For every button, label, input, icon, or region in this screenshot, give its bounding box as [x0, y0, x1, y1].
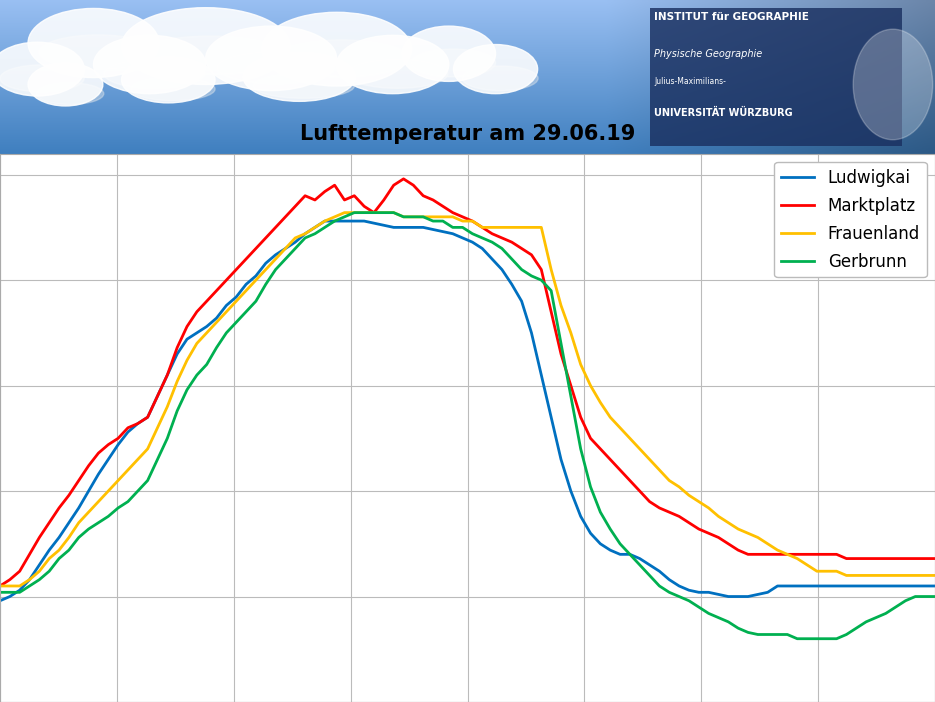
Ellipse shape — [0, 42, 84, 96]
Marktplatz — [408, 181, 419, 190]
Frauenland — [860, 571, 871, 580]
Gerbrunn — [506, 255, 517, 263]
Marktplatz — [860, 555, 871, 563]
Ludwigkai — [122, 428, 134, 436]
Ludwigkai — [477, 244, 488, 253]
Ellipse shape — [411, 49, 496, 77]
Gerbrunn — [870, 614, 882, 622]
Ellipse shape — [36, 83, 104, 105]
Marktplatz — [0, 582, 6, 590]
Frauenland — [0, 582, 6, 590]
Line: Ludwigkai: Ludwigkai — [0, 221, 935, 601]
Frauenland — [260, 265, 271, 274]
Marktplatz — [506, 238, 517, 246]
Ellipse shape — [28, 8, 159, 77]
Gerbrunn — [122, 498, 134, 506]
Ludwigkai — [506, 280, 517, 289]
Marktplatz — [477, 223, 488, 232]
Ludwigkai — [0, 597, 6, 605]
Marktplatz — [260, 234, 271, 242]
Line: Frauenland: Frauenland — [0, 213, 935, 586]
Marktplatz — [929, 555, 935, 563]
Ellipse shape — [463, 66, 539, 91]
Ellipse shape — [122, 57, 215, 103]
Ellipse shape — [206, 26, 337, 91]
Ellipse shape — [274, 40, 409, 77]
Frauenland — [929, 571, 935, 580]
Ellipse shape — [135, 36, 286, 74]
Ludwigkai — [319, 217, 330, 225]
Text: UNIVERSITÄT WÜRZBURG: UNIVERSITÄT WÜRZBURG — [654, 107, 793, 117]
Legend: Ludwigkai, Marktplatz, Frauenland, Gerbrunn: Ludwigkai, Marktplatz, Frauenland, Gerbr… — [774, 162, 927, 277]
Ellipse shape — [131, 77, 215, 100]
Ellipse shape — [253, 74, 354, 98]
Ellipse shape — [453, 44, 538, 93]
Frauenland — [506, 223, 517, 232]
Ludwigkai — [260, 259, 271, 267]
Text: Physische Geographie: Physische Geographie — [654, 49, 763, 59]
Marktplatz — [122, 423, 134, 432]
FancyBboxPatch shape — [650, 8, 902, 146]
Ellipse shape — [243, 52, 355, 101]
Ellipse shape — [217, 51, 335, 84]
Ludwigkai — [408, 223, 419, 232]
Gerbrunn — [792, 635, 803, 643]
Ellipse shape — [28, 63, 103, 106]
Marktplatz — [398, 175, 410, 183]
Ludwigkai — [929, 582, 935, 590]
Gerbrunn — [929, 592, 935, 601]
Text: Julius-Maximilians-: Julius-Maximilians- — [654, 77, 726, 86]
Ellipse shape — [0, 65, 84, 92]
Ellipse shape — [104, 59, 205, 88]
Gerbrunn — [349, 208, 360, 217]
Ellipse shape — [262, 12, 411, 86]
Ludwigkai — [860, 582, 871, 590]
Line: Marktplatz: Marktplatz — [0, 179, 935, 586]
Ellipse shape — [337, 35, 449, 93]
Frauenland — [122, 465, 134, 474]
Text: INSTITUT für GEOGRAPHIE: INSTITUT für GEOGRAPHIE — [654, 12, 810, 22]
Frauenland — [338, 208, 350, 217]
Ellipse shape — [39, 35, 157, 69]
Gerbrunn — [477, 234, 488, 242]
Gerbrunn — [260, 280, 271, 289]
Ellipse shape — [94, 35, 206, 93]
Gerbrunn — [0, 588, 6, 597]
Ellipse shape — [853, 29, 932, 140]
Frauenland — [408, 213, 419, 221]
Ellipse shape — [402, 26, 496, 81]
Ellipse shape — [347, 59, 448, 88]
Gerbrunn — [408, 213, 419, 221]
Line: Gerbrunn: Gerbrunn — [0, 213, 935, 639]
Ellipse shape — [122, 8, 290, 84]
Title: Lufttemperatur am 29.06.19: Lufttemperatur am 29.06.19 — [300, 124, 635, 144]
Frauenland — [477, 223, 488, 232]
